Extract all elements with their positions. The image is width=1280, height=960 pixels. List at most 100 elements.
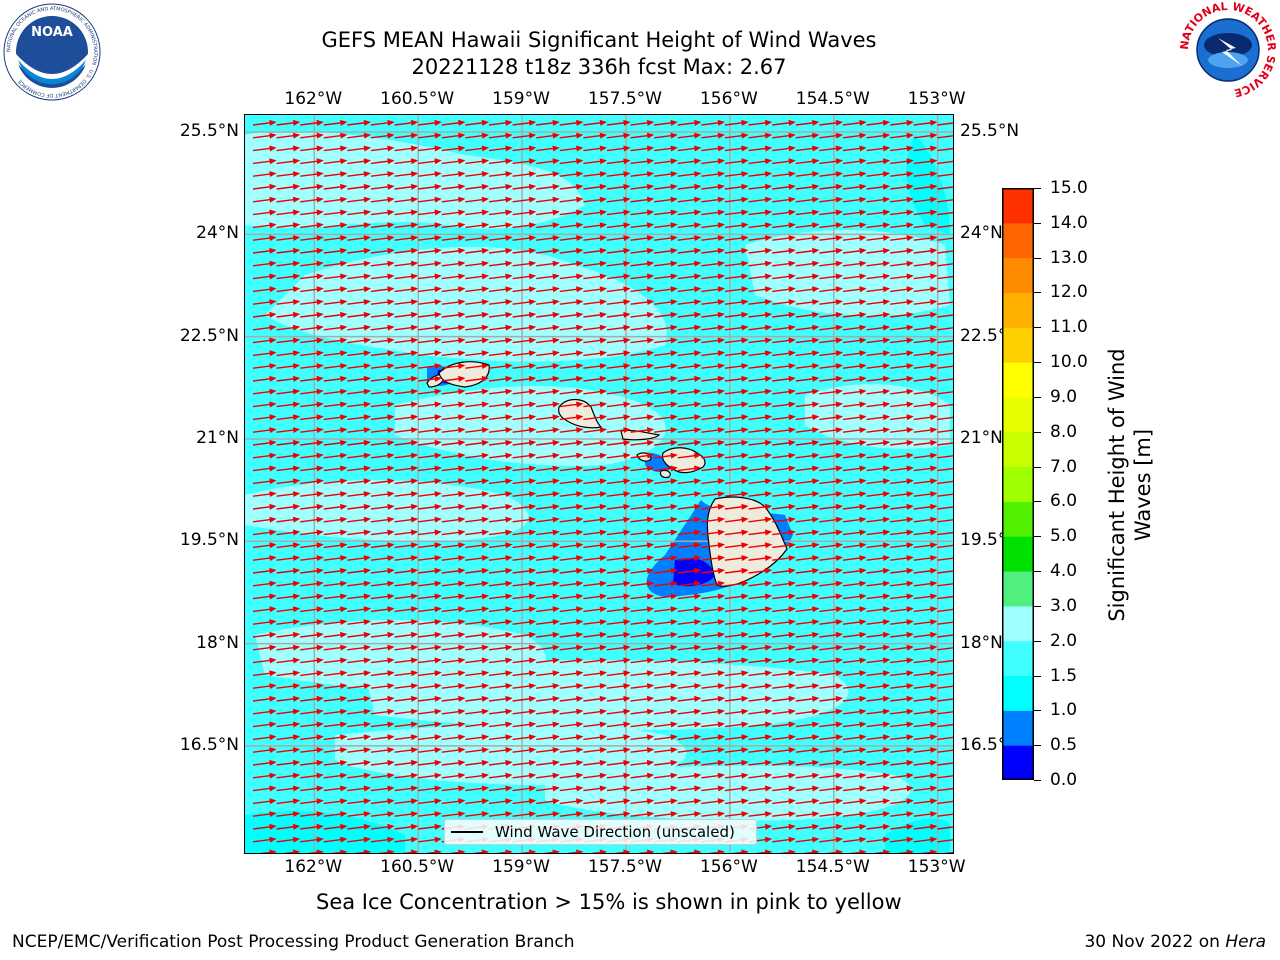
wind-arrow <box>748 286 773 293</box>
wind-arrow <box>465 606 489 613</box>
wind-arrow <box>937 429 953 433</box>
wind-arrow <box>890 606 914 613</box>
wind-arrow <box>890 529 914 536</box>
wind-arrow <box>606 580 631 587</box>
wind-arrow <box>583 132 607 139</box>
wind-arrow <box>323 555 348 562</box>
wind-arrow <box>441 222 466 229</box>
wind-arrow <box>276 375 301 382</box>
wind-arrow <box>488 567 513 574</box>
wind-arrow <box>347 542 371 549</box>
wind-arrow <box>795 375 820 382</box>
wind-arrow <box>441 811 466 818</box>
wind-arrow <box>795 196 820 203</box>
wind-arrow <box>606 363 631 370</box>
wind-arrow <box>300 299 324 306</box>
wind-arrow <box>630 721 655 728</box>
wind-arrow <box>606 516 631 523</box>
wind-arrow <box>842 542 867 549</box>
wind-arrow <box>819 580 843 587</box>
wind-arrow <box>677 567 702 574</box>
wind-arrow <box>418 606 442 613</box>
wind-arrow <box>701 299 725 306</box>
wind-arrow <box>583 452 607 459</box>
wind-arrow <box>701 593 725 600</box>
wind-arrow <box>654 657 678 664</box>
wind-arrow <box>630 491 655 498</box>
wind-arrow <box>606 119 631 126</box>
wind-arrow <box>677 465 702 472</box>
wind-arrow <box>559 491 584 498</box>
wind-arrow <box>842 401 867 408</box>
wind-arrow <box>559 670 584 677</box>
wind-arrow <box>536 529 560 536</box>
wind-arrow <box>583 337 607 344</box>
wind-arrow <box>795 747 820 754</box>
wind-arrow <box>890 401 914 408</box>
wind-arrow <box>559 465 584 472</box>
colorbar-tick-mark <box>1034 745 1041 747</box>
wind-arrow <box>441 529 466 536</box>
wind-arrow <box>347 222 371 229</box>
wind-arrow <box>370 491 395 498</box>
wind-arrow <box>276 222 301 229</box>
wind-arrow <box>795 145 820 152</box>
wind-arrow <box>276 119 301 126</box>
wind-arrow <box>394 209 419 216</box>
wind-arrow <box>630 158 655 165</box>
wind-arrow <box>913 222 938 229</box>
wind-arrow <box>488 759 513 766</box>
wind-arrow <box>300 619 324 626</box>
wind-arrow <box>748 132 773 139</box>
wind-arrow <box>465 324 489 331</box>
wind-arrow <box>937 595 953 600</box>
lat-label-left: 19.5°N <box>179 530 239 551</box>
wind-arrow <box>583 734 607 741</box>
wind-arrow <box>890 695 914 702</box>
wind-arrow <box>252 209 277 216</box>
wind-arrow <box>370 606 395 613</box>
wind-arrow <box>724 311 749 318</box>
wind-arrow <box>677 183 702 190</box>
wind-arrow <box>890 516 914 523</box>
wind-arrow <box>890 811 914 818</box>
wind-arrow <box>677 414 702 421</box>
wind-arrow <box>370 683 395 690</box>
wind-arrow <box>772 811 796 818</box>
wind-arrow <box>866 491 891 498</box>
wind-arrow <box>819 119 843 126</box>
wind-arrow <box>606 299 631 306</box>
wind-arrow <box>347 196 371 203</box>
wind-arrow <box>536 759 560 766</box>
wind-arrow <box>512 439 537 446</box>
wind-arrow <box>300 644 324 651</box>
wind-arrow <box>842 567 867 574</box>
wind-arrow <box>866 836 891 843</box>
wind-arrow <box>677 439 702 446</box>
wind-arrow <box>913 119 938 126</box>
wind-arrow <box>772 529 796 536</box>
wind-arrow <box>536 567 560 574</box>
wind-arrow <box>842 759 867 766</box>
wind-arrow <box>890 503 914 510</box>
wind-arrow <box>890 388 914 395</box>
wind-arrow <box>724 747 749 754</box>
wind-arrow <box>347 299 371 306</box>
wind-arrow <box>300 158 324 165</box>
wind-arrow <box>394 836 419 843</box>
wind-arrow <box>890 567 914 574</box>
wind-arrow <box>795 171 820 178</box>
wind-arrow <box>890 734 914 741</box>
wind-arrow <box>323 708 348 715</box>
wind-arrow <box>300 222 324 229</box>
wind-arrow <box>583 670 607 677</box>
wind-arrow <box>252 465 277 472</box>
wind-arrow <box>772 158 796 165</box>
colorbar-tick-label: 11.0 <box>1050 317 1088 338</box>
wind-arrow <box>606 747 631 754</box>
wind-arrow <box>654 606 678 613</box>
wind-arrow <box>323 235 348 242</box>
wind-arrow <box>252 478 277 485</box>
wind-arrow <box>276 465 301 472</box>
wind-arrow <box>913 439 938 446</box>
